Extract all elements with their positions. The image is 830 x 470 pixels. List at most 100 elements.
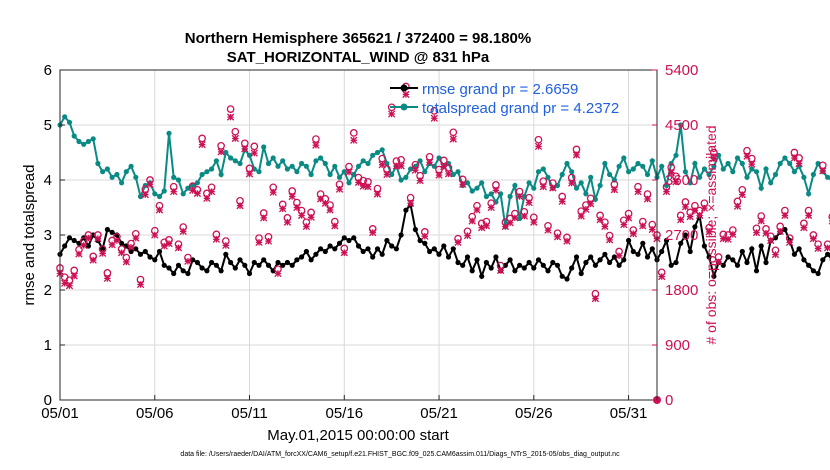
obs-assimilated-point <box>639 222 647 230</box>
totalspread-point <box>626 169 632 175</box>
rmse-point <box>460 262 466 268</box>
y-tick-label: 0 <box>44 392 52 409</box>
rmse-point <box>194 259 200 266</box>
obs-assimilated-point <box>752 228 761 237</box>
rmse-point <box>635 251 641 257</box>
totalspread-point <box>355 163 362 169</box>
obs-assimilated-point <box>340 249 348 257</box>
totalspread-point <box>583 191 589 197</box>
totalspread-point <box>152 191 158 197</box>
obs-assimilated-point <box>122 258 130 266</box>
totalspread-point <box>261 144 267 150</box>
rmse-point <box>450 246 456 252</box>
obs-assimilated-point <box>440 162 448 171</box>
totalspread-point <box>156 193 163 200</box>
rmse-point <box>559 273 565 279</box>
totalspread-point <box>289 163 295 169</box>
obs-assimilated-point <box>786 238 794 246</box>
obs-possible-point <box>449 128 458 137</box>
totalspread-point <box>455 169 461 175</box>
obs-assimilated-point <box>416 176 424 185</box>
obs-assimilated-point <box>601 222 609 231</box>
obs-assimilated-point <box>449 135 457 143</box>
rmse-point <box>644 254 651 260</box>
legend-rmse-label: rmse grand pr = 2.6659 <box>422 81 578 98</box>
y-tick-label: 1 <box>44 337 52 354</box>
obs-assimilated-point <box>75 250 83 258</box>
rmse-point <box>744 259 750 266</box>
rmse-point <box>512 268 518 274</box>
rmse-point <box>578 270 584 277</box>
obs-assimilated-point <box>207 187 216 196</box>
x-tick-label: 05/01 <box>41 405 79 422</box>
obs-assimilated-point <box>804 211 813 220</box>
obs-assimilated-point <box>297 211 306 220</box>
y-tick-label: 3 <box>44 227 52 244</box>
obs-assimilated-point <box>245 170 254 178</box>
obs-assimilated-point <box>430 114 438 122</box>
obs-assimilated-point <box>269 188 277 196</box>
rmse-point <box>370 254 376 260</box>
rmse-point <box>640 240 646 246</box>
rmse-point <box>332 246 338 252</box>
obs-assimilated-point <box>302 222 311 231</box>
obs-assimilated-point <box>406 199 415 207</box>
totalspread-point <box>284 166 290 172</box>
obs-assimilated-point <box>771 250 780 259</box>
totalspread-point <box>171 174 177 180</box>
rmse-point <box>739 248 745 255</box>
obs-assimilated-point <box>634 187 642 196</box>
obs-assimilated-point <box>326 206 334 214</box>
obs-assimilated-point <box>605 236 614 244</box>
totalspread-point <box>360 158 366 164</box>
totalspread-point <box>753 169 760 175</box>
footnote: data file: /Users/raeder/DAI/ATM_forcXX/… <box>180 451 620 458</box>
rmse-point <box>673 259 679 266</box>
totalspread-point <box>564 160 570 167</box>
totalspread-point <box>133 174 139 180</box>
rmse-point <box>753 268 760 274</box>
obs-assimilated-point <box>515 192 524 201</box>
obs-assimilated-point <box>823 244 830 252</box>
obs-assimilated-point <box>800 224 808 232</box>
obs-assimilated-point <box>350 136 358 144</box>
rmse-point <box>412 226 418 233</box>
obs-assimilated-point <box>94 235 102 243</box>
rmse-point <box>237 257 243 263</box>
obs-assimilated-point <box>568 179 576 187</box>
obs-assimilated-point <box>345 168 353 176</box>
totalspread-point <box>673 152 679 158</box>
totalspread-point <box>578 180 584 186</box>
rmse-point <box>431 246 437 252</box>
obs-assimilated-point <box>496 266 505 275</box>
rmse-point <box>540 262 546 268</box>
rmse-point <box>663 237 670 244</box>
totalspread-point <box>706 171 712 178</box>
rmse-point <box>483 259 489 266</box>
totalspread-point <box>81 141 87 147</box>
obs-assimilated-point <box>662 187 671 196</box>
totalspread-point <box>389 171 395 178</box>
totalspread-point <box>573 185 580 191</box>
totalspread-point <box>256 169 262 175</box>
totalspread-point <box>327 171 333 178</box>
totalspread-point <box>232 158 238 164</box>
obs-assimilated-point <box>629 230 637 238</box>
obs-possible-point <box>349 129 358 137</box>
totalspread-point <box>190 182 196 189</box>
rmse-point <box>218 268 224 274</box>
obs-assimilated-point <box>212 235 221 243</box>
obs-assimilated-point <box>681 203 690 211</box>
obs-assimilated-point <box>700 204 709 212</box>
obs-assimilated-point <box>127 243 135 251</box>
totalspread-point <box>758 185 764 191</box>
rmse-point <box>815 270 821 277</box>
totalspread-point <box>659 163 665 169</box>
obs-possible-point <box>828 213 830 220</box>
rmse-point <box>147 254 153 260</box>
obs-assimilated-point <box>534 142 543 151</box>
totalspread-point <box>635 160 641 167</box>
totalspread-point <box>644 171 651 178</box>
rmse-point <box>398 232 404 238</box>
obs-assimilated-point <box>767 236 775 245</box>
